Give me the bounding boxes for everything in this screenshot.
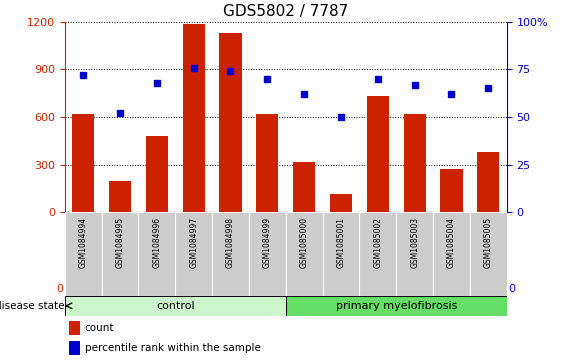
Text: GSM1085003: GSM1085003 — [410, 216, 419, 268]
Text: GSM1084995: GSM1084995 — [115, 216, 124, 268]
Bar — [220, 33, 242, 212]
Bar — [212, 212, 249, 296]
Title: GDS5802 / 7787: GDS5802 / 7787 — [223, 4, 348, 19]
Text: GSM1085001: GSM1085001 — [337, 216, 346, 268]
Bar — [330, 194, 352, 212]
Bar — [69, 322, 80, 335]
Bar — [256, 114, 278, 212]
Text: GSM1084999: GSM1084999 — [263, 216, 272, 268]
Text: count: count — [84, 323, 114, 334]
Text: GSM1084994: GSM1084994 — [79, 216, 88, 268]
Bar — [440, 170, 462, 212]
Bar — [323, 212, 359, 296]
Bar — [396, 212, 433, 296]
Text: percentile rank within the sample: percentile rank within the sample — [84, 343, 261, 353]
Bar — [470, 212, 507, 296]
Bar — [109, 182, 131, 212]
Bar — [433, 212, 470, 296]
Bar — [285, 296, 507, 316]
Bar — [477, 152, 499, 212]
Bar — [404, 114, 426, 212]
Bar — [69, 341, 80, 355]
Bar — [367, 97, 389, 212]
Bar — [146, 136, 168, 212]
Text: GSM1084998: GSM1084998 — [226, 216, 235, 268]
Text: primary myelofibrosis: primary myelofibrosis — [336, 301, 457, 311]
Bar — [175, 212, 212, 296]
Text: GSM1084997: GSM1084997 — [189, 216, 198, 268]
Bar — [72, 114, 94, 212]
Bar — [65, 212, 101, 296]
Text: GSM1085002: GSM1085002 — [373, 216, 382, 268]
Text: 0: 0 — [56, 284, 63, 294]
Bar — [249, 212, 286, 296]
Bar — [285, 212, 323, 296]
Bar — [65, 296, 285, 316]
Text: control: control — [156, 301, 195, 311]
Text: GSM1084996: GSM1084996 — [153, 216, 162, 268]
Bar — [182, 24, 205, 212]
Bar — [138, 212, 175, 296]
Text: GSM1085000: GSM1085000 — [300, 216, 309, 268]
Text: 0: 0 — [508, 284, 516, 294]
Bar — [101, 212, 138, 296]
Bar — [359, 212, 396, 296]
Text: GSM1085004: GSM1085004 — [447, 216, 456, 268]
Text: disease state: disease state — [0, 301, 64, 311]
Bar — [293, 162, 315, 212]
Text: GSM1085005: GSM1085005 — [484, 216, 493, 268]
